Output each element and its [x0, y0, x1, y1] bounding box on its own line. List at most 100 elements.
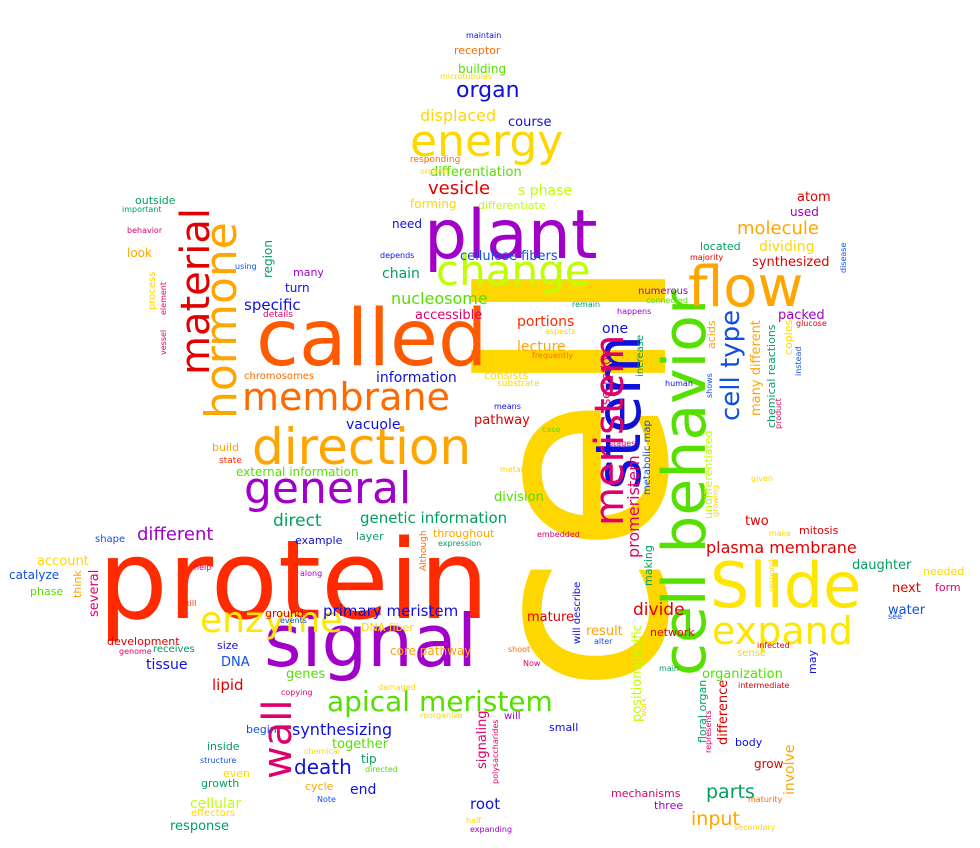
cloud-word: core pathway — [390, 644, 472, 658]
cloud-word: half — [466, 816, 482, 825]
cloud-word: account — [37, 554, 89, 569]
cloud-word: cell type — [716, 309, 746, 421]
cloud-word: protein — [98, 516, 490, 644]
cloud-word: frequently — [532, 351, 574, 360]
cloud-word: Note — [317, 795, 336, 804]
cloud-word: behavior — [127, 226, 163, 235]
cloud-word: genetic information — [360, 509, 508, 527]
cloud-word: death — [294, 755, 352, 779]
cloud-word: one — [602, 321, 629, 337]
cloud-word: called — [256, 294, 488, 384]
cloud-word: region — [261, 240, 275, 278]
cloud-word: organic — [420, 167, 450, 176]
cloud-word: signal — [264, 599, 477, 683]
cloud-word: mitosis — [799, 524, 839, 537]
cloud-word: receptor — [454, 44, 501, 57]
cloud-word: involve — [782, 744, 798, 795]
cloud-word: located — [700, 240, 741, 253]
cloud-word: details — [263, 310, 293, 320]
cloud-word: consists — [484, 369, 529, 382]
cloud-word: DNA — [221, 655, 250, 670]
cloud-word: metabolic map — [642, 420, 653, 495]
cloud-word: body — [735, 736, 763, 749]
cloud-word: displaced — [420, 106, 497, 125]
cloud-word: enzyme — [200, 600, 343, 641]
cloud-word: root — [470, 795, 501, 813]
cloud-word: happens — [617, 307, 652, 316]
cloud-word: dividing — [759, 239, 815, 255]
cloud-word: vessel — [159, 329, 168, 355]
cloud-word: throughout — [433, 527, 495, 540]
cloud-word: parts — [706, 781, 755, 803]
cloud-word: course — [508, 115, 552, 130]
cloud-word: sense — [737, 648, 767, 659]
cloud-word: flow — [688, 255, 804, 320]
cloud-word: small — [549, 721, 579, 734]
cloud-word: direction — [252, 418, 472, 476]
cloud-word: turn — [285, 281, 310, 295]
cloud-word: s phase — [518, 183, 572, 199]
cloud-word: directed — [365, 765, 398, 774]
cloud-word: many — [293, 266, 324, 279]
cloud-word: different — [137, 524, 214, 545]
cloud-word: will — [504, 711, 521, 722]
cloud-word: increase — [635, 334, 646, 377]
cloud-word: network — [650, 626, 695, 639]
cloud-word: metabolic — [500, 465, 540, 474]
cloud-word: disease — [839, 242, 848, 273]
cloud-word: will describe — [572, 581, 583, 644]
cloud-word: shape — [95, 534, 126, 545]
cloud-word: divide — [633, 600, 685, 620]
cloud-word: remain — [572, 300, 601, 309]
cloud-word: process — [147, 271, 158, 310]
cloud-word: infected — [757, 641, 790, 650]
cloud-word: used — [790, 205, 819, 219]
cloud-word: plasma membrane — [706, 538, 857, 557]
cloud-word: direct — [273, 511, 322, 531]
cloud-word: genes — [286, 667, 326, 682]
cloud-word: along — [300, 569, 323, 578]
cloud-word: general — [244, 463, 412, 514]
cloud-word: events — [280, 616, 307, 625]
cloud-word: numerous — [638, 286, 689, 297]
cloud-word: depends — [380, 251, 415, 260]
cloud-word: molecule — [737, 218, 820, 239]
cloud-word: build — [212, 441, 240, 454]
cloud-word: catalyze — [9, 568, 60, 582]
cloud-word: respond — [767, 559, 776, 592]
cloud-word: polysaccharides — [491, 719, 500, 784]
cloud-word: kill — [185, 599, 197, 608]
cloud-word: making — [642, 545, 655, 586]
cloud-word: daughter — [852, 558, 912, 573]
cloud-word: outside — [135, 194, 176, 207]
cloud-word: cycle — [305, 780, 334, 793]
cloud-word: example — [295, 534, 343, 547]
cloud-word: plant — [424, 196, 598, 275]
cloud-word: chromosomes — [244, 371, 315, 382]
cloud-word: packed — [778, 308, 825, 323]
cloud-word: chain — [382, 266, 420, 282]
cloud-word: make — [769, 529, 791, 538]
cloud-word: look — [127, 246, 152, 260]
cloud-word: think — [71, 570, 84, 598]
cloud-word: organization — [702, 667, 783, 682]
cloud-word: synthesized — [752, 255, 830, 270]
cloud-word: organ — [456, 78, 520, 103]
cloud-word: size — [217, 639, 239, 652]
cloud-word: glucose — [796, 319, 827, 328]
cloud-word: mechanisms — [611, 787, 681, 800]
cloud-word: see — [888, 612, 903, 621]
cloud-word: membrane — [242, 375, 450, 419]
cloud-word: instead — [794, 346, 803, 377]
cloud-word: stages — [609, 439, 636, 448]
cloud-word: inside — [207, 740, 240, 753]
cloud-word: effectors — [191, 808, 236, 819]
cloud-word: energy — [410, 116, 564, 167]
cloud-word: alter — [594, 637, 613, 646]
cloud-word: represents — [704, 710, 713, 753]
cloud-word: product — [774, 398, 783, 429]
cloud-word: Slide — [710, 549, 862, 622]
cloud-word: expression — [438, 539, 482, 548]
cloud-word: microtubules — [440, 72, 493, 81]
cloud-word: acids — [705, 320, 718, 349]
